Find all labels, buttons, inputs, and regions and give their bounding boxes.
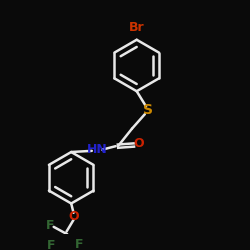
Text: S: S: [144, 103, 154, 117]
Text: Br: Br: [129, 21, 144, 34]
Text: O: O: [68, 210, 79, 223]
Text: F: F: [47, 239, 56, 250]
Text: F: F: [75, 238, 84, 250]
Text: F: F: [46, 219, 54, 232]
Text: HN: HN: [86, 143, 107, 156]
Text: O: O: [134, 137, 144, 150]
